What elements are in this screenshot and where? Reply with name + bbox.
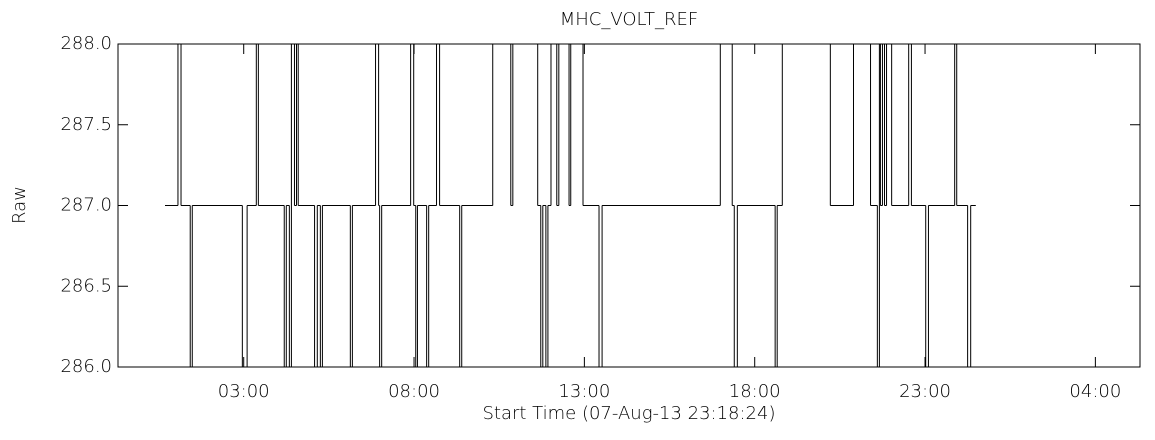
y-tick-label: 288.0: [60, 33, 112, 54]
x-tick-label: 18:00: [729, 381, 781, 402]
x-tick-label: 08:00: [388, 381, 440, 402]
x-tick-label: 23:00: [899, 381, 951, 402]
y-tick-label: 286.0: [60, 356, 112, 377]
y-axis-label: Raw: [9, 186, 30, 224]
x-axis-label: Start Time (07-Aug-13 23:18:24): [482, 403, 775, 424]
x-tick-label: 04:00: [1069, 381, 1121, 402]
y-tick-label: 286.5: [60, 275, 112, 296]
chart-title: MHC_VOLT_REF: [560, 9, 699, 30]
x-tick-label: 13:00: [558, 381, 610, 402]
y-tick-label: 287.5: [60, 114, 112, 135]
y-tick-label: 287.0: [60, 195, 112, 216]
x-tick-label: 03:00: [218, 381, 270, 402]
